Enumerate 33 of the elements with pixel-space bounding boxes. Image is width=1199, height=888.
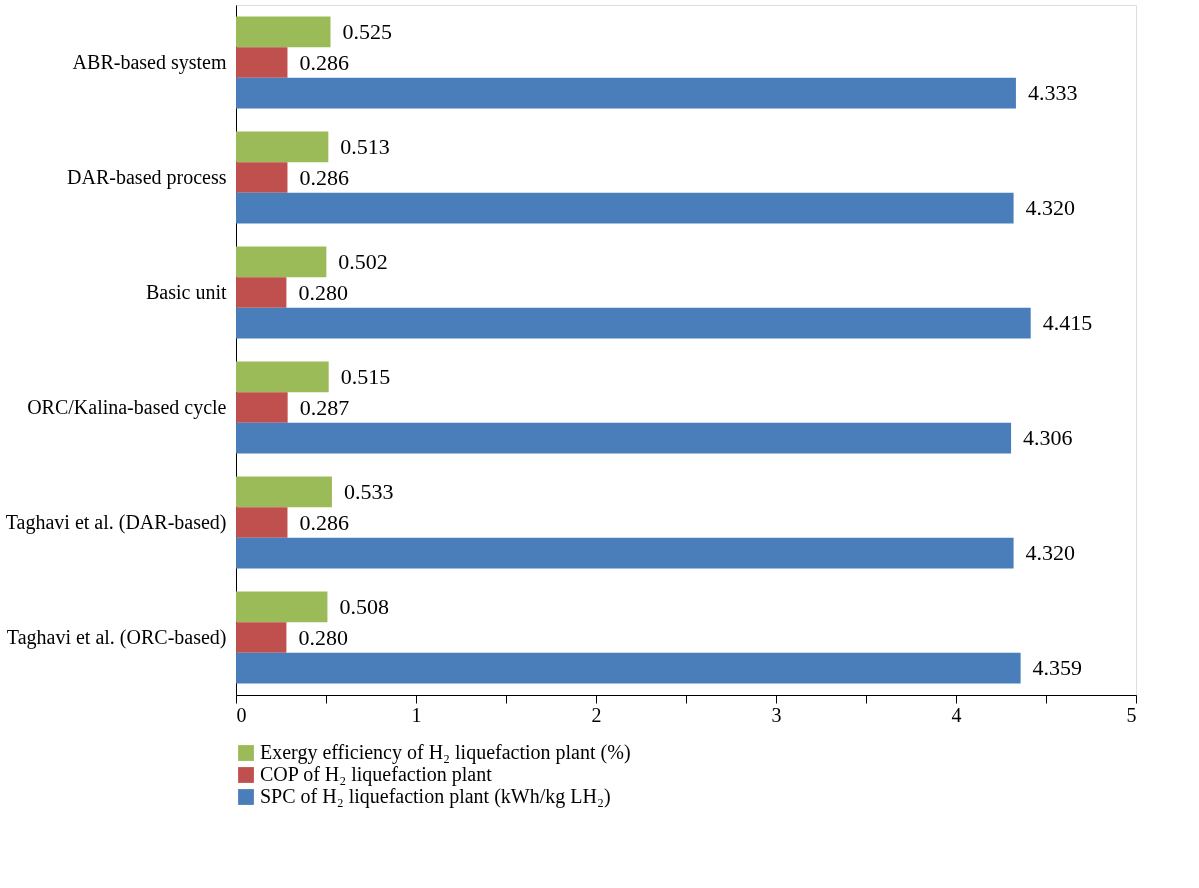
data-label: 0.533	[343, 478, 394, 504]
y-tick-label: ABR-based system	[72, 50, 227, 74]
data-label: 0.502	[338, 248, 388, 274]
data-label: 4.320	[1025, 195, 1076, 221]
data-label: 4.415	[1042, 310, 1093, 336]
legend-label: Exergy efficiency of H₂ liquefaction plant (%)	[260, 741, 631, 764]
data-label: 0.280	[298, 624, 348, 650]
x-tick-label: 0	[236, 703, 247, 726]
data-label: 0.508	[339, 593, 389, 619]
y-tick-label: Taghavi et al. (DAR-based)	[5, 510, 227, 534]
legend-label: SPC of H₂ liquefaction plant (kWh/kg LH₂)	[260, 785, 611, 808]
data-label: 4.359	[1032, 655, 1083, 681]
legend-label: COP of H₂ liquefaction plant	[260, 763, 493, 786]
x-tick-label: 4	[951, 703, 962, 726]
y-tick-label: DAR-based process	[67, 165, 227, 189]
y-tick-label: ORC/Kalina-based cycle	[27, 395, 227, 419]
data-label: 0.515	[340, 363, 391, 389]
data-label: 0.287	[299, 394, 350, 420]
data-label: 4.306	[1023, 425, 1073, 451]
data-label: 0.513	[340, 133, 390, 159]
y-tick-label: Basic unit	[145, 280, 227, 303]
data-label: 0.525	[342, 18, 392, 44]
x-tick-label: 1	[411, 703, 422, 726]
data-label: 0.286	[299, 49, 349, 75]
data-label: 4.333	[1027, 80, 1078, 106]
data-label: 0.286	[299, 164, 349, 190]
x-tick-label: 3	[771, 703, 782, 726]
data-label: 0.286	[299, 509, 349, 535]
x-tick-label: 5	[1126, 703, 1137, 726]
data-label: 4.320	[1025, 540, 1076, 566]
data-label: 0.280	[298, 279, 348, 305]
x-tick-label: 2	[591, 703, 602, 726]
y-tick-label: Taghavi et al. (ORC-based)	[6, 625, 227, 649]
